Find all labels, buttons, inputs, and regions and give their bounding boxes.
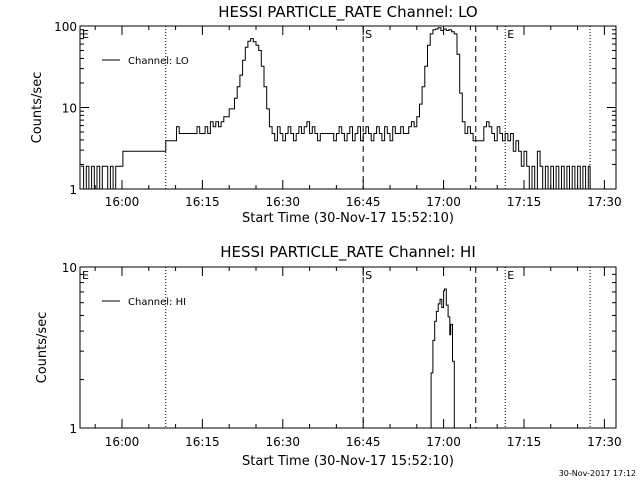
series-line [80, 27, 591, 190]
event-marker-label: S [365, 269, 372, 282]
x-tick-label: 16:15 [185, 435, 220, 449]
x-tick-label: 16:30 [265, 195, 300, 209]
x-tick-label: 17:15 [507, 435, 542, 449]
legend-label: Channel: HI [128, 297, 186, 308]
event-marker-label: E [507, 28, 514, 41]
y-tick-label: 10 [62, 261, 77, 275]
x-tick-label: 17:15 [507, 195, 542, 209]
footer-timestamp: 30-Nov-2017 17:12 [559, 469, 636, 478]
y-axis-label: Counts/sec [35, 312, 50, 384]
y-axis-label: Counts/sec [30, 72, 45, 144]
event-marker-label: E [507, 269, 514, 282]
x-tick-label: 17:30 [587, 435, 622, 449]
y-tick-label: 10 [62, 102, 77, 116]
legend-label: Channel: LO [128, 56, 189, 67]
x-tick-label: 17:00 [426, 435, 461, 449]
plot-frame [79, 25, 617, 190]
event-marker-label: E [82, 269, 89, 282]
x-tick-label: 16:00 [105, 435, 140, 449]
x-tick-label: 16:00 [105, 195, 140, 209]
y-tick-label: 1 [69, 183, 77, 197]
plot-frame [79, 266, 617, 429]
chart-title: HESSI PARTICLE_RATE Channel: HI [220, 243, 476, 262]
event-marker-label: E [82, 28, 89, 41]
x-axis-label: Start Time (30-Nov-17 15:52:10) [242, 454, 454, 469]
x-tick-label: 17:30 [587, 195, 622, 209]
chart-title: HESSI PARTICLE_RATE Channel: LO [218, 3, 477, 22]
x-tick-label: 17:00 [426, 195, 461, 209]
x-tick-label: 16:45 [346, 435, 381, 449]
y-tick-label: 100 [54, 20, 77, 34]
x-axis-label: Start Time (30-Nov-17 15:52:10) [242, 211, 454, 226]
hi-channel-panel: HESSI PARTICLE_RATE Channel: HI 1 10 Counts… [35, 243, 622, 469]
y-tick-label: 1 [69, 422, 77, 436]
x-tick-label: 16:45 [346, 195, 381, 209]
lo-channel-panel: HESSI PARTICLE_RATE Channel: LO 1 10 100 Cou… [30, 3, 622, 226]
x-tick-label: 16:30 [265, 435, 300, 449]
event-marker-label: S [365, 28, 372, 41]
series-line [429, 288, 455, 429]
x-tick-label: 16:15 [185, 195, 220, 209]
